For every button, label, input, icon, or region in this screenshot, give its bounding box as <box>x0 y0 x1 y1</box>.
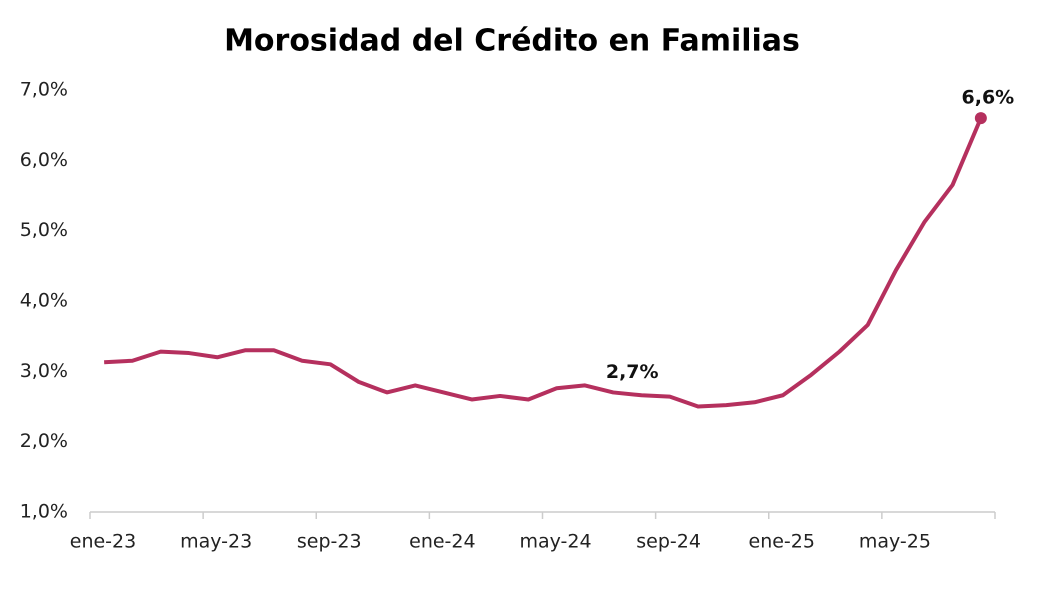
value-label: 6,6% <box>962 87 1015 109</box>
x-tick-label: ene-25 <box>749 531 815 553</box>
x-tick-label: may-23 <box>180 531 252 553</box>
x-tick-label: sep-24 <box>636 531 701 553</box>
line <box>104 117 983 409</box>
y-tick-label: 6,0% <box>20 149 68 171</box>
y-tick-label: 2,0% <box>20 430 68 452</box>
value-label: 2,7% <box>606 361 659 383</box>
x-tick-label: ene-23 <box>70 531 136 553</box>
y-tick-label: 4,0% <box>20 290 68 312</box>
x-tick-label: may-25 <box>859 531 931 553</box>
end-point <box>974 112 987 125</box>
chart-title: Morosidad del Crédito en Familias <box>224 24 800 59</box>
x-tick-label: sep-23 <box>297 531 362 553</box>
y-tick-label: 5,0% <box>20 219 68 241</box>
y-tick-label: 1,0% <box>20 501 68 523</box>
y-tick-label: 3,0% <box>20 360 68 382</box>
y-tick-label: 7,0% <box>20 79 68 101</box>
x-tick-label: may-24 <box>519 531 591 553</box>
x-tick-label: ene-24 <box>409 531 475 553</box>
